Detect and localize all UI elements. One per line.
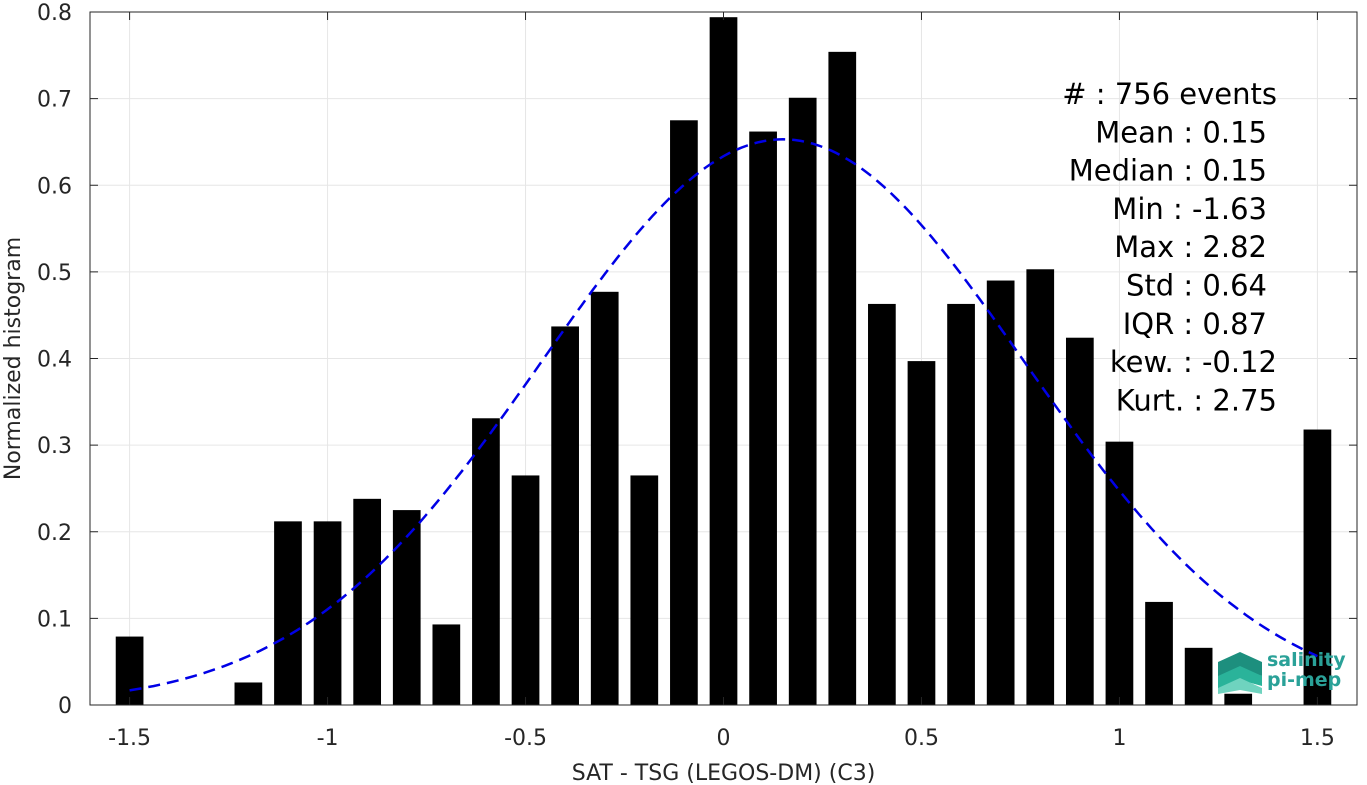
x-tick-label: -1.5	[108, 726, 151, 751]
y-tick-label: 0.5	[37, 261, 72, 286]
axis-ticks	[90, 11, 1357, 706]
x-tick-label: 0.5	[904, 726, 939, 751]
histogram-bar	[670, 120, 698, 705]
histogram-bar	[1065, 337, 1094, 705]
histogram-bar	[907, 361, 936, 705]
histogram-bar	[1145, 601, 1173, 705]
normal-fit-curve	[129, 138, 1318, 692]
x-tick-label: 1	[1112, 726, 1126, 751]
histogram-bar	[590, 291, 619, 705]
x-tick-labels: -1.5 -1 -0.5 0 0.5 1 1.5	[108, 726, 1335, 751]
histogram-bar	[749, 131, 777, 706]
histogram-bar	[313, 521, 342, 705]
y-tick-label: 0.8	[37, 1, 72, 26]
stats-line: Kurt. : 2.75	[1116, 383, 1277, 417]
stats-line: Std : 0.64	[1126, 269, 1267, 303]
histogram-bar	[234, 682, 263, 705]
stats-line: Mean : 0.15	[1095, 115, 1267, 149]
histogram-bar	[986, 280, 1015, 705]
histogram-bar	[432, 624, 461, 705]
x-tick-label: 0	[717, 726, 731, 751]
x-tick-label: -1	[317, 726, 339, 751]
x-axis-label: SAT - TSG (LEGOS-DM) (C3)	[572, 761, 876, 785]
y-tick-label: 0.3	[37, 434, 72, 459]
stats-line: # : 756 events	[1062, 77, 1277, 111]
histogram-bar	[947, 303, 975, 705]
x-tick-label: -0.5	[504, 726, 547, 751]
histogram-bar	[551, 326, 579, 705]
logo-icon	[1218, 652, 1262, 694]
histogram-bars	[115, 17, 1332, 706]
y-tick-labels: 0 0.1 0.2 0.3 0.4 0.5 0.6 0.7 0.8	[37, 1, 72, 719]
histogram-bar	[511, 475, 540, 705]
salinity-pimep-logo: salinity pi-mep	[1218, 649, 1346, 694]
stats-line: Median : 0.15	[1069, 154, 1267, 188]
y-tick-label: 0.1	[37, 607, 72, 632]
histogram-bar	[630, 475, 659, 705]
stats-line: Min : -1.63	[1112, 192, 1267, 226]
histogram-bar	[1026, 269, 1055, 705]
histogram-bar	[788, 97, 817, 706]
histogram-bar	[868, 303, 896, 705]
histogram-bar	[1184, 647, 1213, 705]
stats-line: kew. : -0.12	[1110, 345, 1277, 379]
y-axis-label: Normalized histogram	[1, 237, 26, 480]
stats-line: Max : 2.82	[1114, 230, 1267, 264]
histogram-bar	[392, 510, 421, 705]
histogram-bar	[1303, 429, 1332, 705]
y-tick-label: 0.6	[37, 174, 72, 199]
histogram-bar	[828, 51, 857, 706]
histogram-bar	[115, 636, 144, 705]
histogram-bar	[1224, 693, 1253, 705]
histogram-bar	[1105, 441, 1134, 705]
stats-line: IQR : 0.87	[1123, 307, 1267, 341]
y-tick-label: 0.2	[37, 521, 72, 546]
logo-line2: pi-mep	[1267, 669, 1341, 691]
logo-line1: salinity	[1267, 649, 1346, 671]
statistics-box: # : 756 events Mean : 0.15 Median : 0.15 Mi…	[1062, 77, 1277, 417]
histogram-bar	[709, 17, 738, 705]
histogram-bar	[472, 418, 500, 705]
y-tick-label: 0	[58, 694, 72, 719]
y-tick-label: 0.4	[37, 348, 72, 373]
y-tick-label: 0.7	[37, 88, 72, 113]
x-tick-label: 1.5	[1300, 726, 1335, 751]
histogram-bar	[274, 521, 302, 705]
histogram-bar	[353, 498, 382, 705]
